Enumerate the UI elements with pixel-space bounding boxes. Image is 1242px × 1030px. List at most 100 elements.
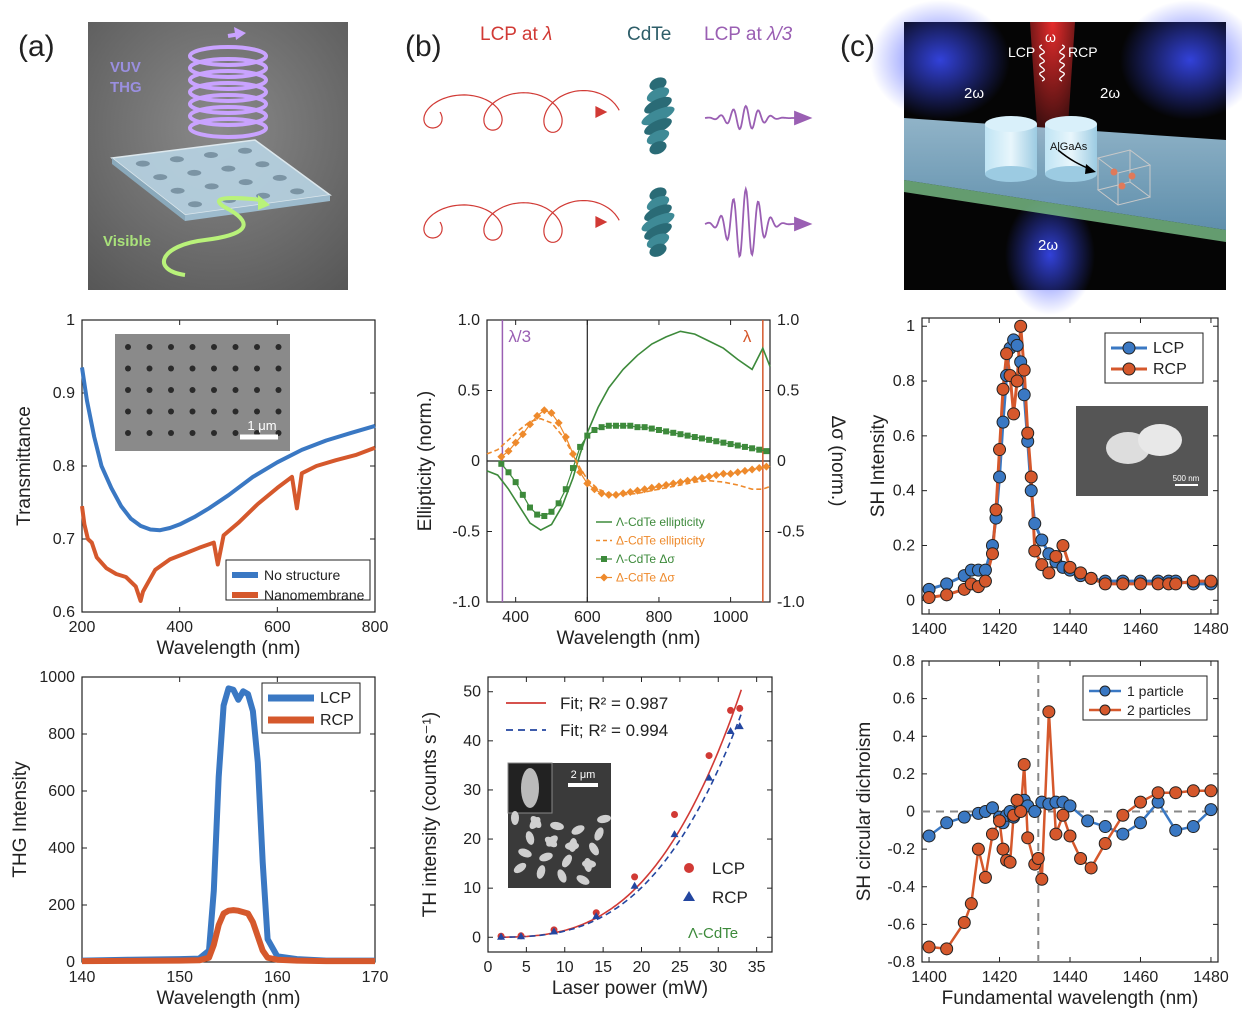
sem-particle	[557, 869, 567, 883]
series-1-point	[1021, 831, 1035, 845]
series-1-point	[1116, 577, 1130, 591]
series-2-point	[663, 428, 670, 435]
series-3-point	[705, 472, 714, 481]
series-1-point	[989, 503, 1003, 517]
legend-marker	[1122, 341, 1136, 355]
series-1-point	[1017, 363, 1031, 377]
series-1-point	[1204, 574, 1218, 588]
series-2-point	[727, 441, 734, 448]
legend-label: RCP	[320, 712, 354, 729]
series-1-point	[978, 574, 992, 588]
plot-frame	[487, 676, 773, 953]
rcp-point	[517, 932, 526, 940]
y-tick-label: 0.8	[893, 653, 915, 670]
series-2-point	[555, 500, 562, 507]
series-2-point	[627, 422, 634, 429]
cdte-helix	[644, 204, 672, 222]
series-line-0	[80, 367, 376, 533]
series-1-point	[1169, 786, 1183, 800]
legend-box	[1104, 332, 1204, 384]
series-1-point	[964, 897, 978, 911]
sem-particle	[518, 848, 532, 858]
sem-particle	[594, 827, 604, 841]
algaas-label: AlGaAs	[1050, 141, 1088, 153]
x-tick-label: 1480	[1193, 969, 1229, 986]
scale-bar-label: 2 μm	[571, 769, 596, 781]
x-tick-label: 5	[522, 959, 531, 976]
sem-particle	[539, 852, 553, 862]
series-3-point	[533, 411, 542, 420]
lcp-helix	[423, 90, 620, 133]
x-tick-label: 1420	[982, 969, 1018, 986]
series-3-point	[561, 433, 570, 442]
membrane-hole	[169, 156, 184, 163]
series-0-point	[1204, 803, 1218, 817]
series-2-point	[677, 431, 684, 438]
lcp-at-lambda3-text: LCP at	[704, 24, 762, 45]
series-2-point	[648, 425, 655, 432]
th-wave	[704, 104, 795, 131]
legend-marker	[600, 573, 608, 582]
schematic-c: ω LCP RCP 2ω 2ω 2ω AlGaAs	[870, 0, 1242, 315]
membrane-hole	[221, 165, 236, 172]
sem-hole	[189, 387, 196, 393]
y-tick-label: -0.4	[887, 879, 915, 896]
chart-thg: 140 150 160 170 0 200 400 600 800 1000 Wavelength …	[10, 669, 388, 1009]
sem-hole	[211, 365, 217, 372]
series-2-point	[577, 443, 584, 450]
sem-hole	[275, 365, 282, 372]
legend-marker	[1099, 704, 1111, 716]
y-tick-label: 0	[906, 592, 915, 609]
sem-hole	[189, 344, 196, 350]
y-tick-label: 0.5	[458, 383, 480, 400]
lcp-point	[705, 752, 713, 760]
series-1-point	[1003, 855, 1017, 869]
series-1-point	[985, 547, 999, 561]
legend-marker	[1099, 685, 1111, 697]
sem-hole	[211, 344, 217, 350]
series-3-point	[597, 489, 606, 498]
series-3-point	[662, 480, 671, 489]
sem-hole	[254, 408, 260, 415]
series-2-point	[713, 438, 720, 445]
y-axis-label: SH Intensity	[868, 414, 889, 517]
series-1-point	[1010, 374, 1024, 388]
cdte-helix	[649, 243, 667, 257]
series-2-point	[584, 432, 591, 439]
y-tick-label: 0.6	[893, 691, 915, 708]
series-2-point	[749, 445, 756, 452]
series-1-point	[985, 827, 999, 841]
series-0-point	[1010, 338, 1024, 352]
series-1-point	[957, 915, 971, 929]
cdte-helix	[644, 118, 672, 135]
sem-hole	[211, 430, 217, 436]
series-line-0	[486, 330, 771, 532]
x-tick-label: 150	[166, 969, 193, 986]
legend-label: Δ-CdTe ellipticity	[616, 534, 705, 548]
cdte-helix	[646, 129, 670, 145]
series-1-point	[940, 588, 954, 602]
lambda3-marker-label: λ/3	[508, 327, 531, 346]
legend-marker	[684, 863, 694, 873]
legend-label: LCP	[320, 690, 351, 707]
lcp-point	[671, 811, 679, 818]
chart-sh_intensity: 1400 1420 1440 1460 1480 0 0.2 0.4 0.6 0.8 1 SH Int…	[868, 317, 1229, 638]
cdte-helix	[649, 141, 667, 155]
rcp-point	[705, 773, 714, 781]
y-tick-label: 20	[463, 831, 481, 848]
series-0-point	[1017, 388, 1031, 402]
y-tick-label: 0.2	[893, 537, 915, 554]
cdte-helix	[641, 212, 675, 232]
series-2-point	[620, 422, 627, 429]
series-1-point	[1186, 784, 1200, 798]
series-0-point	[993, 470, 1007, 484]
x-tick-label: 30	[709, 959, 727, 976]
lcp-point	[727, 706, 735, 714]
series-2-point	[612, 422, 619, 429]
sample-label: Λ-CdTe	[688, 925, 738, 942]
x-axis-label: Laser power (mW)	[552, 978, 708, 999]
series-2-point	[505, 469, 512, 476]
sem-particle	[583, 858, 593, 872]
y-axis-label: Ellipticity (norm.)	[415, 391, 436, 531]
